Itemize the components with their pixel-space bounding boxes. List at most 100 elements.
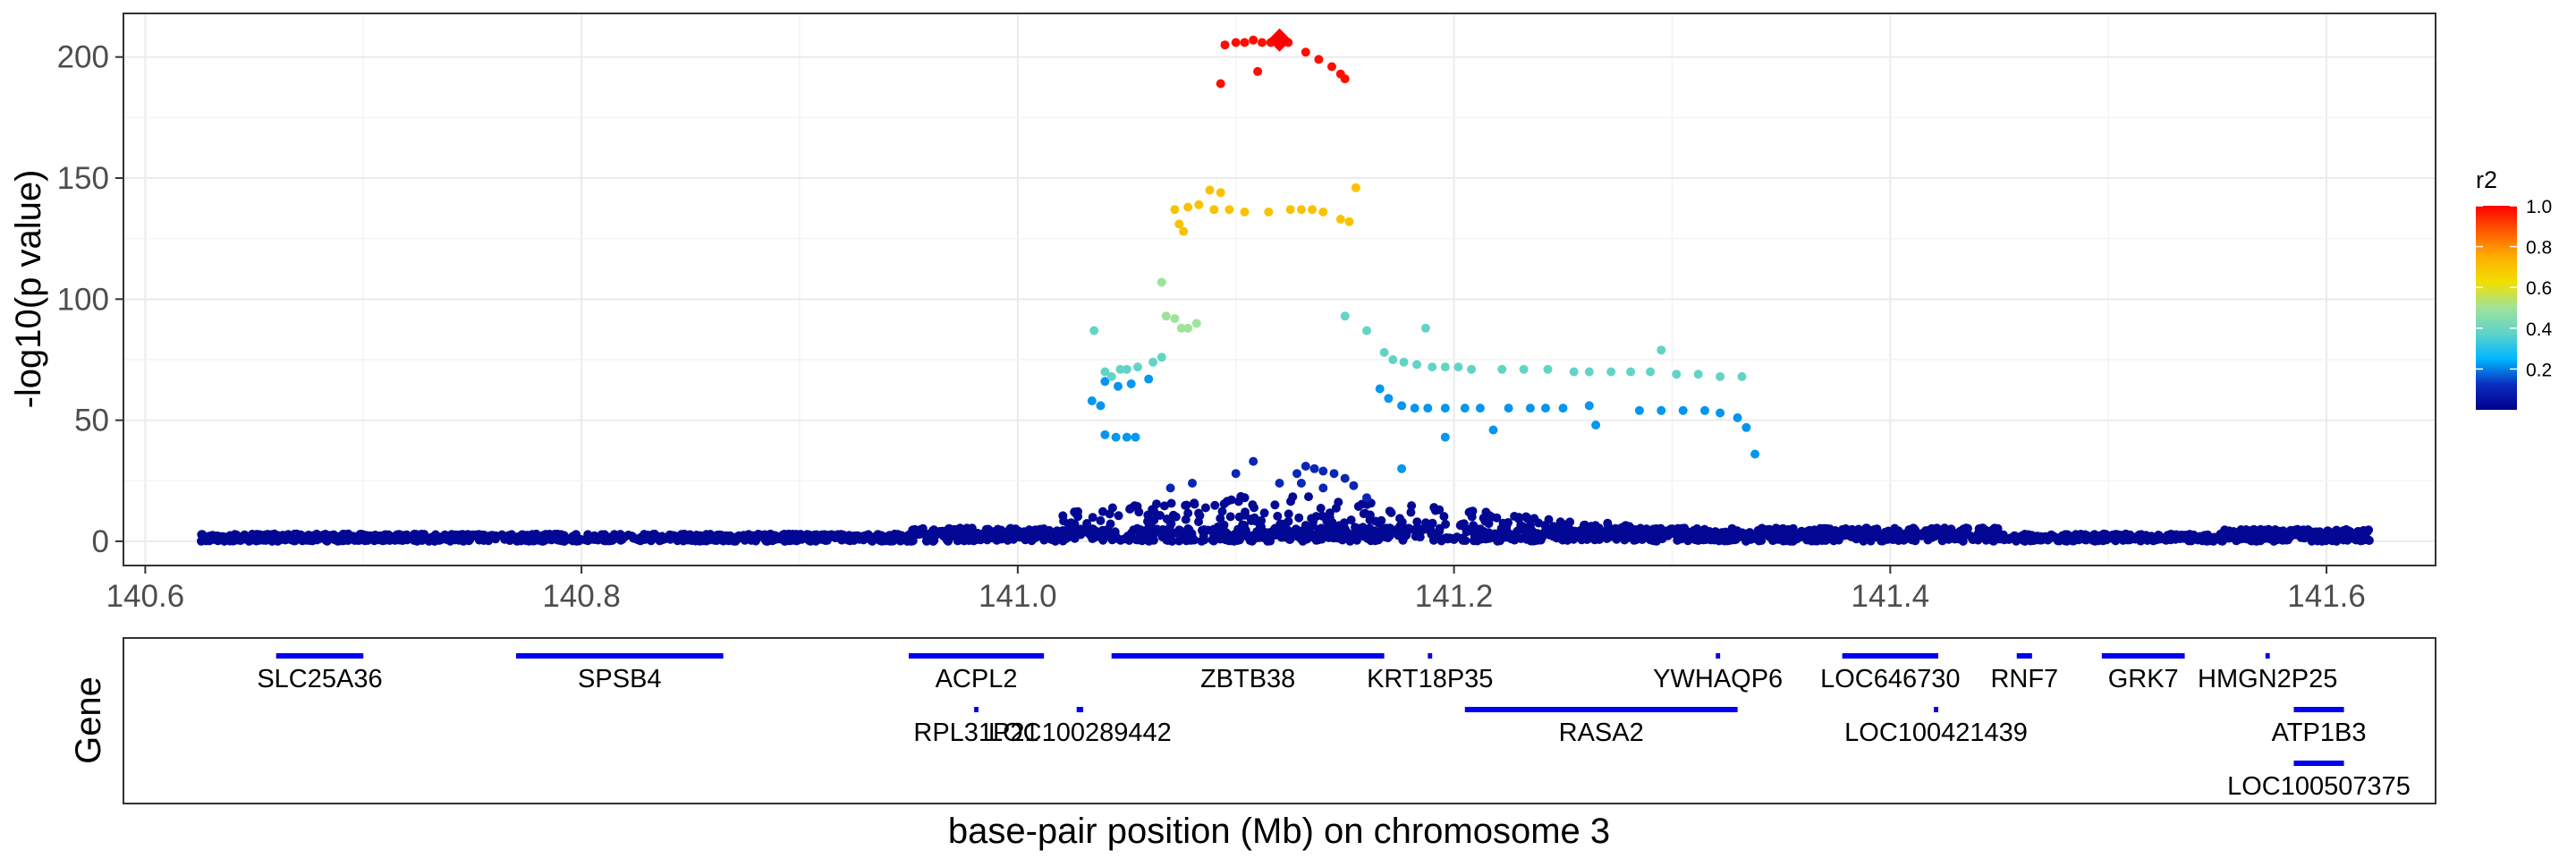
ld-point <box>1194 200 1204 209</box>
ld-point <box>1318 207 1328 217</box>
background-point <box>1611 523 1621 533</box>
background-point <box>1226 495 1236 505</box>
background-point <box>1357 499 1367 509</box>
ld-point <box>1249 35 1258 45</box>
background-point <box>1134 507 1144 517</box>
ld-point <box>1349 481 1359 490</box>
background-point <box>986 532 995 541</box>
ld-point <box>1467 364 1477 374</box>
background-point <box>1441 519 1451 529</box>
y-tick-label: 0 <box>92 524 109 559</box>
gene-label: ZBTB38 <box>1200 665 1295 693</box>
background-point <box>601 532 611 541</box>
background-point <box>955 533 964 543</box>
colorbar-tick-label: 1.0 <box>2526 197 2552 217</box>
background-point <box>1051 533 1060 543</box>
background-point <box>2035 534 2045 543</box>
ld-point <box>1700 405 1709 415</box>
ld-point <box>1174 219 1184 229</box>
background-point <box>1270 500 1280 510</box>
background-point <box>1335 532 1344 542</box>
background-point <box>1757 536 1767 545</box>
background-point <box>465 535 475 545</box>
background-point <box>1998 530 2008 540</box>
background-point <box>1317 534 1326 544</box>
ld-point <box>1179 226 1189 236</box>
gene-panel-background <box>123 637 2436 804</box>
background-point <box>1678 532 1688 542</box>
colorbar-tick-label: 0.4 <box>2526 319 2553 340</box>
y-tick-label: 50 <box>74 404 109 438</box>
background-point <box>322 536 332 546</box>
background-point <box>1351 523 1360 532</box>
background-point <box>583 532 593 541</box>
ld-point <box>1183 202 1193 212</box>
background-point <box>1245 532 1255 542</box>
ld-point <box>1397 464 1407 473</box>
gene-axis-title: Gene <box>69 676 108 764</box>
ld-point <box>1716 408 1725 418</box>
background-point <box>1701 535 1711 544</box>
background-point <box>2071 530 2080 540</box>
ld-point <box>1176 323 1186 333</box>
background-point <box>794 534 804 544</box>
ld-point <box>1114 381 1123 391</box>
ld-point <box>1410 404 1419 413</box>
ld-point <box>1716 371 1725 381</box>
background-point <box>1948 529 1958 538</box>
background-point <box>1302 534 1312 544</box>
background-point <box>1181 500 1191 510</box>
background-point <box>1225 512 1235 522</box>
ld-point <box>1335 215 1345 224</box>
ld-point <box>1296 479 1306 488</box>
lead-variant-diamond <box>1267 28 1292 52</box>
background-point <box>1216 514 1225 523</box>
ld-point <box>1569 367 1579 377</box>
ld-point <box>1591 421 1601 430</box>
background-point <box>1115 535 1125 545</box>
x-tick-label: 141.6 <box>2287 579 2366 614</box>
gene-label: KRT18P35 <box>1367 665 1493 693</box>
ld-point <box>1460 404 1470 413</box>
background-point <box>1521 527 1530 537</box>
background-point <box>1076 530 1086 540</box>
background-point <box>557 532 567 541</box>
ld-point <box>1453 362 1463 372</box>
background-point <box>2063 530 2072 540</box>
ld-point <box>1634 405 1644 415</box>
background-point <box>1961 523 1970 533</box>
background-point <box>924 529 934 539</box>
background-point <box>1877 536 1886 546</box>
background-point <box>630 533 640 543</box>
ld-point <box>1157 277 1166 287</box>
ld-point <box>1301 47 1310 57</box>
ld-point <box>1379 347 1389 357</box>
background-point <box>1741 529 1751 539</box>
ld-point <box>1693 370 1703 379</box>
background-point <box>1066 518 1076 528</box>
background-point <box>2248 536 2258 546</box>
background-point <box>1456 520 1466 530</box>
colorbar-title: r2 <box>2476 166 2497 193</box>
background-point <box>1556 530 1566 540</box>
y-tick-label: 150 <box>57 161 109 196</box>
background-point <box>1819 528 1829 538</box>
background-point <box>1582 527 1592 536</box>
ld-point <box>1170 205 1180 215</box>
gene-label: YWHAQP6 <box>1653 665 1783 693</box>
ld-point <box>1423 404 1433 413</box>
gene-label: LOC100421439 <box>1844 719 2028 747</box>
ld-point <box>1678 405 1688 415</box>
ld-point <box>1309 464 1319 473</box>
background-point <box>1770 534 1780 544</box>
background-point <box>1934 531 1944 540</box>
background-point <box>2362 527 2372 537</box>
ld-point <box>1144 374 1154 384</box>
background-point <box>1210 500 1220 510</box>
background-point <box>1612 534 1622 544</box>
ld-point <box>1258 38 1267 47</box>
background-point <box>1023 529 1033 539</box>
background-point <box>410 530 419 540</box>
background-point <box>205 534 214 544</box>
background-point <box>1248 500 1258 510</box>
